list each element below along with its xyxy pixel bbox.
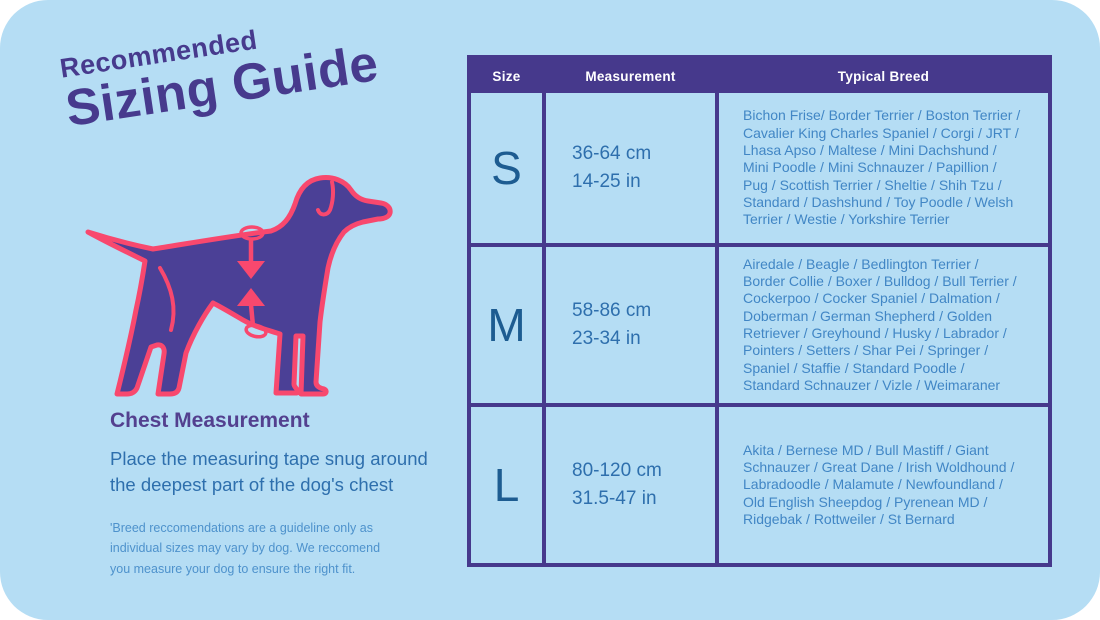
table-row-small: S 36-64 cm 14-25 in Bichon Frise/ Border… [471,93,1048,243]
measurement-cm-m: 58-86 cm [572,299,652,321]
breeds-cell-s: Bichon Frise/ Border Terrier / Boston Te… [743,107,1021,228]
header-measurement: Measurement [585,68,676,84]
dog-body-shape [85,175,393,397]
measurement-in-s: 14-25 in [572,171,641,192]
size-letter-s: S [491,142,522,194]
size-letter-m: M [487,299,526,351]
tape-up-arrowhead [237,288,265,306]
page-title: Recommended Sizing Guide [58,7,382,138]
breed-recommendation-footnote: 'Breed reccomendations are a guideline o… [110,521,381,576]
table-row-medium: M 58-86 cm 23-34 in Airedale / Beagle / … [471,243,1048,403]
tape-lower-line [248,304,256,327]
measurement-cell-l: 80-120 cm 31.5-47 in [542,407,719,563]
header-typical-breed: Typical Breed [837,68,930,84]
size-letter-l: L [493,459,520,511]
measurement-in-m: 23-34 in [572,328,641,349]
table-row-large: L 80-120 cm 31.5-47 in Akita / Bernese M… [471,403,1048,563]
breeds-cell-l: Akita / Bernese MD / Bull Mastiff / Gian… [743,441,1015,528]
measuring-tape-indicator [237,225,268,339]
chest-measurement-heading: Chest Measurement [110,409,310,432]
tape-down-arrowhead [237,261,265,279]
measurement-cm-l: 80-120 cm [572,459,662,481]
measurement-cm-s: 36-64 cm [572,142,652,164]
dog-silhouette [85,175,393,397]
header-size: Size [492,68,521,84]
measurement-in-l: 31.5-47 in [572,488,657,509]
dog-ear-line [316,180,336,217]
measurement-cell-m: 58-86 cm 23-34 in [542,247,719,403]
table-header-row: Size Measurement Typical Breed [471,59,1048,93]
tape-bottom-loop [244,323,268,339]
chest-measurement-description: Place the measuring tape snug around the… [110,448,428,496]
dog-haunch-line [158,266,176,332]
breeds-cell-m: Airedale / Beagle / Bedlington Terrier /… [743,255,1017,394]
measurement-cell-s: 36-64 cm 14-25 in [542,93,719,243]
sizing-table: Size Measurement Typical Breed S 36-64 c… [467,55,1052,567]
dog-chest-measurement-illustration [85,175,393,397]
